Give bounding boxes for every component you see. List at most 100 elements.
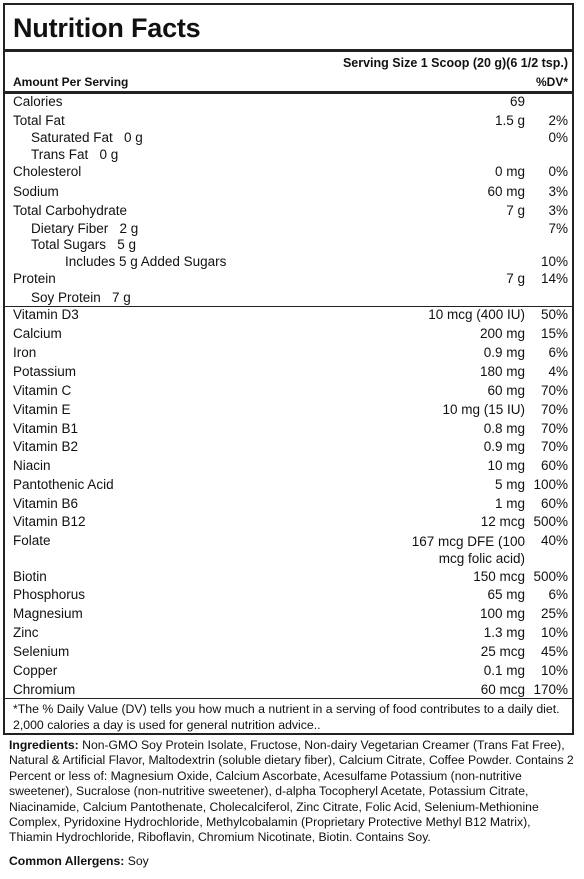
nutrient-name: Vitamin B12 xyxy=(13,514,86,529)
nutrient-daily-value: 60% xyxy=(540,496,568,511)
nutrient-amount: 10 mg xyxy=(487,458,525,473)
nutrient-name: Total Fat xyxy=(13,113,65,128)
nutrient-daily-value: 3% xyxy=(548,184,568,199)
nutrient-daily-value: 40% xyxy=(540,533,568,548)
nutrient-amount: 65 mg xyxy=(487,587,525,602)
nutrient-amount: 150 mcg xyxy=(473,569,525,584)
nutrient-name: Calories xyxy=(13,94,63,109)
header-divider xyxy=(5,91,572,94)
nutrient-daily-value: 70% xyxy=(540,402,568,417)
allergens-label: Common Allergens: xyxy=(9,854,125,868)
nutrient-amount: 0 mg xyxy=(494,164,525,179)
ingredients-text: Non-GMO Soy Protein Isolate, Fructose, N… xyxy=(9,738,574,845)
nutrient-daily-value: 6% xyxy=(548,345,568,360)
nutrient-name: Selenium xyxy=(13,644,70,659)
nutrient-name: Dietary Fiber 2 g xyxy=(31,221,139,236)
nutrient-name: Saturated Fat 0 g xyxy=(31,130,143,145)
nutrient-daily-value: 4% xyxy=(548,364,568,379)
nutrient-daily-value: 10% xyxy=(540,663,568,678)
nutrient-name: Pantothenic Acid xyxy=(13,477,114,492)
nutrient-daily-value: 3% xyxy=(548,203,568,218)
nutrient-name: Calcium xyxy=(13,326,62,341)
nutrition-facts-panel: Nutrition Facts Serving Size 1 Scoop (20… xyxy=(3,3,574,735)
nutrient-amount: 10 mg (15 IU) xyxy=(442,402,525,417)
nutrient-daily-value: 0% xyxy=(548,164,568,179)
nutrient-amount: 167 mcg DFE (100 mcg folic acid) xyxy=(411,534,525,566)
nutrient-amount: 60 mg xyxy=(487,184,525,199)
nutrient-name: Vitamin B6 xyxy=(13,496,79,511)
nutrient-daily-value: 0% xyxy=(548,130,568,145)
nutrient-daily-value: 50% xyxy=(540,307,568,322)
nutrient-amount: 180 mg xyxy=(479,364,525,379)
nutrient-name: Vitamin D3 xyxy=(13,307,79,322)
nutrient-amount: 1 mg xyxy=(494,496,525,511)
nutrient-amount: 0.9 mg xyxy=(483,345,525,360)
macro-divider xyxy=(5,306,572,307)
nutrient-name: Folate xyxy=(13,533,51,548)
nutrient-name: Cholesterol xyxy=(13,164,82,179)
nutrient-daily-value: 70% xyxy=(540,421,568,436)
nutrient-name: Vitamin C xyxy=(13,383,72,398)
nutrient-amount: 7 g xyxy=(506,271,525,286)
daily-value-footnote: *The % Daily Value (DV) tells you how mu… xyxy=(13,702,560,732)
nutrient-name: Includes 5 g Added Sugars xyxy=(65,254,227,269)
nutrient-amount: 69 xyxy=(509,94,525,109)
nutrient-daily-value: 170% xyxy=(533,682,568,697)
title-divider xyxy=(5,49,572,52)
nutrient-amount: 60 mcg xyxy=(480,682,525,697)
nutrient-amount: 5 mg xyxy=(494,477,525,492)
allergens-text: Soy xyxy=(127,854,149,868)
nutrient-name: Iron xyxy=(13,345,37,360)
nutrient-daily-value: 70% xyxy=(540,439,568,454)
serving-size: Serving Size 1 Scoop (20 g)(6 1/2 tsp.) xyxy=(342,56,568,70)
ingredients-statement: Ingredients: Non-GMO Soy Protein Isolate… xyxy=(9,738,575,846)
nutrient-name: Total Carbohydrate xyxy=(13,203,128,218)
nutrient-name: Copper xyxy=(13,663,58,678)
nutrient-amount: 10 mcg (400 IU) xyxy=(428,307,525,322)
ingredients-label: Ingredients: xyxy=(9,738,79,752)
nutrient-amount: 0.9 mg xyxy=(483,439,525,454)
nutrient-daily-value: 500% xyxy=(533,569,568,584)
nutrient-amount: 100 mg xyxy=(479,606,525,621)
nutrient-name: Niacin xyxy=(13,458,51,473)
nutrient-name: Soy Protein 7 g xyxy=(31,290,131,305)
nutrient-name: Total Sugars 5 g xyxy=(31,237,137,252)
nutrient-daily-value: 45% xyxy=(540,644,568,659)
nutrient-daily-value: 60% xyxy=(540,458,568,473)
nutrient-daily-value: 500% xyxy=(533,514,568,529)
nutrient-amount: 25 mcg xyxy=(480,644,525,659)
amount-per-serving-heading: Amount Per Serving xyxy=(13,75,129,89)
nutrient-daily-value: 70% xyxy=(540,383,568,398)
nutrient-daily-value: 2% xyxy=(548,113,568,128)
nutrient-amount: 0.1 mg xyxy=(483,663,525,678)
nutrient-name: Vitamin E xyxy=(13,402,71,417)
nutrient-daily-value: 100% xyxy=(533,477,568,492)
nutrient-daily-value: 15% xyxy=(540,326,568,341)
nutrient-amount: 7 g xyxy=(506,203,525,218)
label-title: Nutrition Facts xyxy=(13,13,201,43)
nutrient-name: Vitamin B1 xyxy=(13,421,79,436)
nutrient-amount: 60 mg xyxy=(487,383,525,398)
nutrient-name: Magnesium xyxy=(13,606,83,621)
nutrient-amount: 0.8 mg xyxy=(483,421,525,436)
nutrient-daily-value: 10% xyxy=(540,254,568,269)
nutrient-name: Potassium xyxy=(13,364,77,379)
nutrient-daily-value: 6% xyxy=(548,587,568,602)
nutrient-name: Vitamin B2 xyxy=(13,439,79,454)
nutrient-amount: 12 mcg xyxy=(480,514,525,529)
nutrient-amount: 1.5 g xyxy=(494,113,525,128)
nutrient-name: Trans Fat 0 g xyxy=(31,147,119,162)
nutrient-name: Protein xyxy=(13,271,56,286)
nutrient-name: Sodium xyxy=(13,184,59,199)
footnote-divider xyxy=(5,698,572,699)
allergens-statement: Common Allergens: Soy xyxy=(9,854,149,868)
nutrient-daily-value: 7% xyxy=(548,221,568,236)
nutrient-daily-value: 10% xyxy=(540,625,568,640)
nutrient-amount: 200 mg xyxy=(479,326,525,341)
nutrient-daily-value: 25% xyxy=(540,606,568,621)
nutrient-amount: 1.3 mg xyxy=(483,625,525,640)
nutrient-name: Chromium xyxy=(13,682,76,697)
daily-value-heading: %DV* xyxy=(535,75,568,89)
nutrient-daily-value: 14% xyxy=(540,271,568,286)
nutrient-name: Biotin xyxy=(13,569,47,584)
